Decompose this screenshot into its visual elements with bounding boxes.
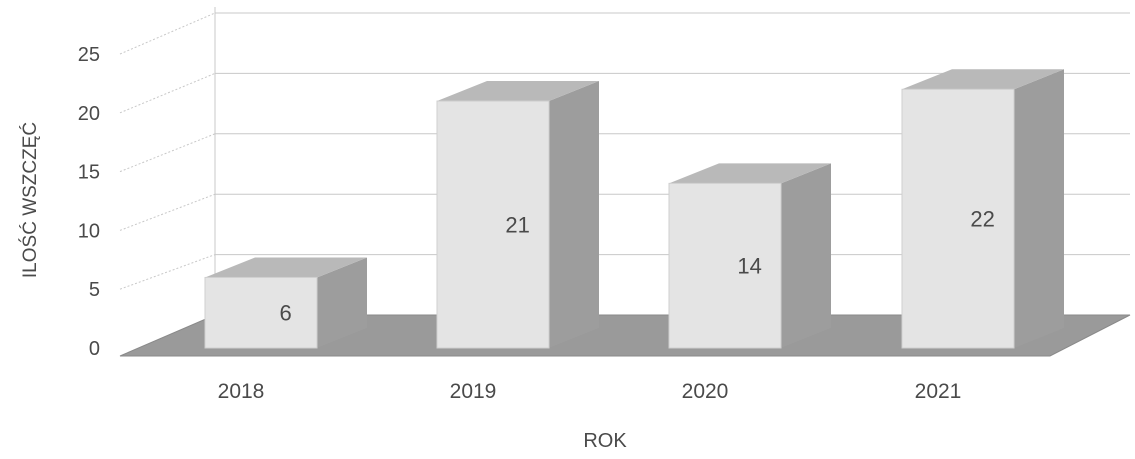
chart-floor xyxy=(119,314,1131,357)
data-label-2021: 22 xyxy=(970,207,994,232)
gridline-side-20 xyxy=(119,72,216,114)
y-tick-label-25: 25 xyxy=(78,44,100,66)
bars: 6 21 14 22 xyxy=(204,69,1064,349)
bar-top-2018 xyxy=(205,257,367,278)
bar-front-2018 xyxy=(204,276,318,349)
x-axis-title: ROK xyxy=(583,430,627,452)
y-tick-label-10: 10 xyxy=(78,220,100,242)
bar-side-2021 xyxy=(1014,69,1064,348)
y-axis-ticks: 0 5 10 15 20 25 xyxy=(78,44,100,360)
x-tick-label-2021: 2021 xyxy=(915,380,962,403)
y-axis-title: ILOŚĆ WSZCZĘĆ xyxy=(19,122,41,278)
data-label-2019: 21 xyxy=(505,213,529,238)
y-tick-label-5: 5 xyxy=(89,279,100,301)
bar-side-2020 xyxy=(781,163,831,348)
bar-front-2019 xyxy=(436,100,550,349)
x-tick-label-2020: 2020 xyxy=(682,380,729,403)
bar-2019: 21 xyxy=(436,81,599,349)
bar-front-2021 xyxy=(901,88,1015,349)
bar-2020: 14 xyxy=(668,163,831,349)
gridline-side-15 xyxy=(119,133,216,173)
x-axis-ticks: 2018 2019 2020 2021 xyxy=(218,380,962,403)
gridline-side-25 xyxy=(119,12,216,55)
bar-2018: 6 xyxy=(204,257,367,349)
x-tick-label-2018: 2018 xyxy=(218,380,265,403)
bar-top-2020 xyxy=(669,163,831,184)
floor-plane xyxy=(119,314,1131,357)
gridline-side-10 xyxy=(119,193,216,231)
bar-side-2018 xyxy=(317,257,367,348)
bar-top-2021 xyxy=(902,69,1064,90)
data-label-2020: 14 xyxy=(737,254,761,279)
y-tick-label-0: 0 xyxy=(89,338,100,360)
data-label-2018: 6 xyxy=(280,301,292,326)
y-tick-label-20: 20 xyxy=(78,103,100,125)
bar-front-2020 xyxy=(668,182,782,349)
bar-side-2019 xyxy=(549,81,599,348)
x-tick-label-2019: 2019 xyxy=(450,380,497,403)
bar-2021: 22 xyxy=(901,69,1064,349)
gridline-side-5 xyxy=(119,254,216,290)
bar-top-2019 xyxy=(437,81,599,102)
y-tick-label-15: 15 xyxy=(78,162,100,184)
